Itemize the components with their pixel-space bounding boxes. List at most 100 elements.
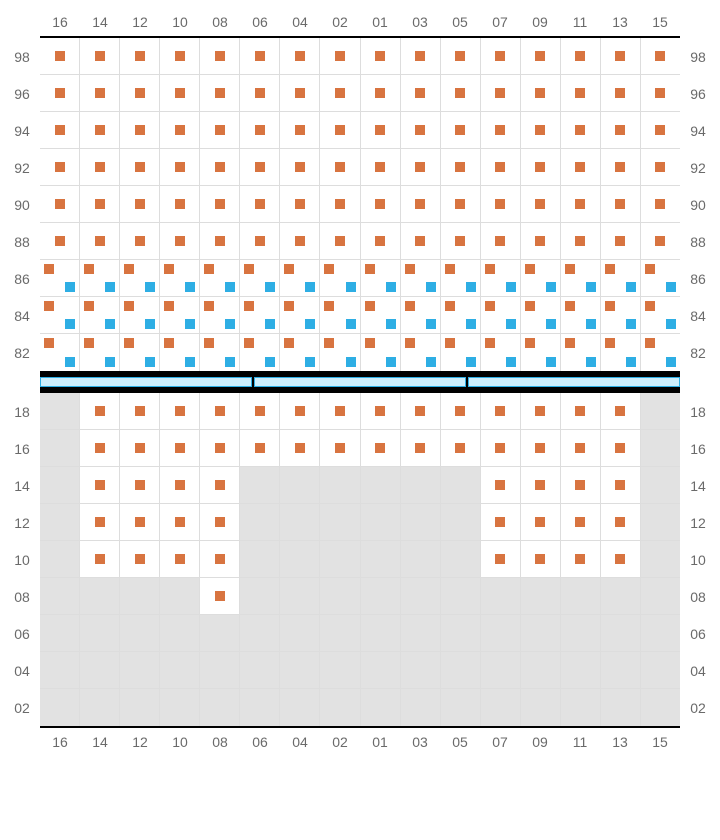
seat-cell[interactable] <box>561 260 601 297</box>
seat-cell[interactable] <box>641 112 680 149</box>
seat-cell[interactable] <box>240 334 280 371</box>
seat-cell[interactable] <box>240 38 280 75</box>
seat-cell[interactable] <box>320 393 360 430</box>
seat-cell[interactable] <box>601 504 641 541</box>
seat-cell[interactable] <box>441 223 481 260</box>
seat-cell[interactable] <box>441 260 481 297</box>
seat-cell[interactable] <box>481 38 521 75</box>
seat-cell[interactable] <box>320 38 360 75</box>
seat-cell[interactable] <box>521 186 561 223</box>
seat-cell[interactable] <box>561 430 601 467</box>
seat-cell[interactable] <box>120 260 160 297</box>
seat-cell[interactable] <box>481 467 521 504</box>
seat-cell[interactable] <box>280 260 320 297</box>
seat-cell[interactable] <box>240 186 280 223</box>
seat-cell[interactable] <box>601 393 641 430</box>
seat-cell[interactable] <box>481 430 521 467</box>
seat-cell[interactable] <box>240 260 280 297</box>
seat-cell[interactable] <box>40 223 80 260</box>
seat-cell[interactable] <box>441 430 481 467</box>
seat-cell[interactable] <box>160 334 200 371</box>
seat-cell[interactable] <box>401 334 441 371</box>
seat-cell[interactable] <box>120 430 160 467</box>
seat-cell[interactable] <box>561 186 601 223</box>
seat-cell[interactable] <box>80 541 120 578</box>
seat-cell[interactable] <box>561 149 601 186</box>
seat-cell[interactable] <box>401 186 441 223</box>
seat-cell[interactable] <box>200 75 240 112</box>
seat-cell[interactable] <box>120 149 160 186</box>
seat-cell[interactable] <box>320 430 360 467</box>
seat-cell[interactable] <box>80 467 120 504</box>
seat-cell[interactable] <box>200 112 240 149</box>
seat-cell[interactable] <box>401 149 441 186</box>
seat-cell[interactable] <box>240 112 280 149</box>
seat-cell[interactable] <box>561 75 601 112</box>
seat-cell[interactable] <box>441 75 481 112</box>
seat-cell[interactable] <box>641 223 680 260</box>
seat-cell[interactable] <box>521 334 561 371</box>
seat-cell[interactable] <box>120 186 160 223</box>
seat-cell[interactable] <box>481 297 521 334</box>
seat-cell[interactable] <box>521 149 561 186</box>
seat-cell[interactable] <box>200 223 240 260</box>
seat-cell[interactable] <box>561 112 601 149</box>
seat-cell[interactable] <box>641 334 680 371</box>
seat-cell[interactable] <box>361 112 401 149</box>
seat-cell[interactable] <box>481 393 521 430</box>
seat-cell[interactable] <box>441 393 481 430</box>
seat-cell[interactable] <box>280 297 320 334</box>
seat-cell[interactable] <box>521 297 561 334</box>
seat-cell[interactable] <box>280 149 320 186</box>
seat-cell[interactable] <box>561 334 601 371</box>
seat-cell[interactable] <box>80 430 120 467</box>
seat-cell[interactable] <box>160 75 200 112</box>
seat-cell[interactable] <box>601 112 641 149</box>
seat-cell[interactable] <box>120 541 160 578</box>
seat-cell[interactable] <box>200 334 240 371</box>
seat-cell[interactable] <box>641 260 680 297</box>
seat-cell[interactable] <box>240 393 280 430</box>
seat-cell[interactable] <box>481 541 521 578</box>
seat-cell[interactable] <box>481 112 521 149</box>
seat-cell[interactable] <box>200 393 240 430</box>
seat-cell[interactable] <box>280 334 320 371</box>
seat-cell[interactable] <box>361 334 401 371</box>
seat-cell[interactable] <box>40 260 80 297</box>
seat-cell[interactable] <box>481 504 521 541</box>
seat-cell[interactable] <box>320 112 360 149</box>
seat-cell[interactable] <box>80 112 120 149</box>
seat-cell[interactable] <box>441 38 481 75</box>
seat-cell[interactable] <box>200 149 240 186</box>
seat-cell[interactable] <box>280 186 320 223</box>
seat-cell[interactable] <box>361 149 401 186</box>
seat-cell[interactable] <box>401 75 441 112</box>
seat-cell[interactable] <box>320 334 360 371</box>
seat-cell[interactable] <box>441 297 481 334</box>
seat-cell[interactable] <box>160 223 200 260</box>
seat-cell[interactable] <box>240 75 280 112</box>
seat-cell[interactable] <box>160 504 200 541</box>
seat-cell[interactable] <box>160 297 200 334</box>
seat-cell[interactable] <box>200 260 240 297</box>
seat-cell[interactable] <box>320 186 360 223</box>
seat-cell[interactable] <box>481 149 521 186</box>
seat-cell[interactable] <box>361 186 401 223</box>
seat-cell[interactable] <box>320 149 360 186</box>
seat-cell[interactable] <box>160 38 200 75</box>
seat-cell[interactable] <box>441 112 481 149</box>
seat-cell[interactable] <box>280 75 320 112</box>
seat-cell[interactable] <box>40 334 80 371</box>
seat-cell[interactable] <box>200 504 240 541</box>
seat-cell[interactable] <box>361 393 401 430</box>
seat-cell[interactable] <box>641 38 680 75</box>
seat-cell[interactable] <box>521 38 561 75</box>
seat-cell[interactable] <box>601 541 641 578</box>
seat-cell[interactable] <box>521 393 561 430</box>
seat-cell[interactable] <box>40 75 80 112</box>
seat-cell[interactable] <box>200 297 240 334</box>
seat-cell[interactable] <box>80 334 120 371</box>
seat-cell[interactable] <box>160 541 200 578</box>
seat-cell[interactable] <box>521 75 561 112</box>
seat-cell[interactable] <box>481 75 521 112</box>
